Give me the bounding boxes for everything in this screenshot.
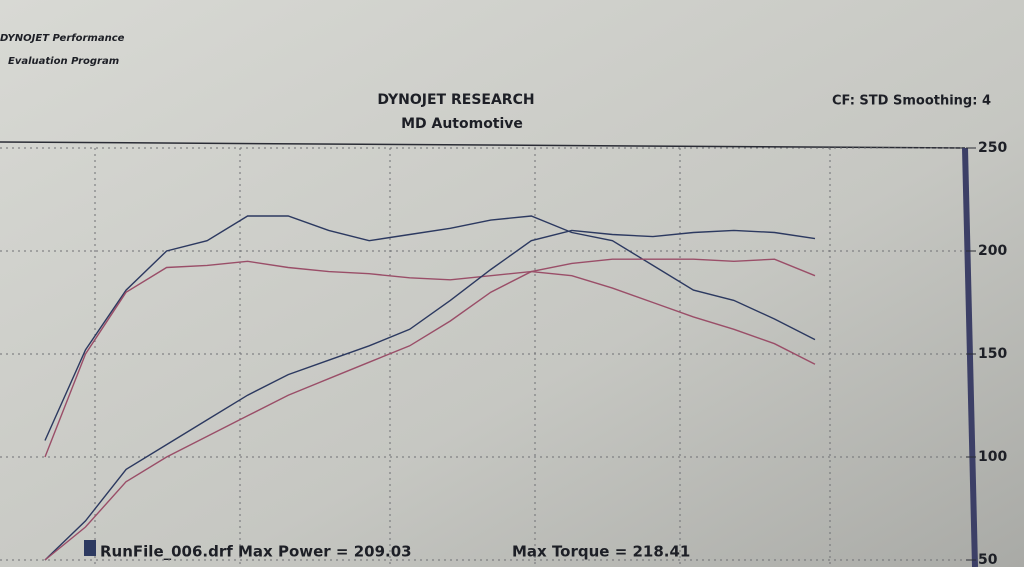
chart-title: DYNOJET RESEARCH xyxy=(377,92,534,108)
chart-subtitle: MD Automotive xyxy=(401,116,523,132)
y-tick-label: 150 xyxy=(978,346,1007,362)
y-tick-label: 50 xyxy=(978,552,998,567)
legend-swatch xyxy=(84,540,96,556)
series-line xyxy=(44,229,816,561)
y-tick-label: 250 xyxy=(978,140,1007,156)
series-line xyxy=(44,260,816,458)
series-line xyxy=(44,215,816,441)
brand: Evaluation Program xyxy=(8,56,119,67)
right-axis xyxy=(962,147,978,567)
series-line xyxy=(44,258,816,561)
y-tick-label: 200 xyxy=(978,243,1007,259)
plot-top-border xyxy=(0,141,966,149)
y-tick-label: 100 xyxy=(978,449,1007,465)
corner-note: CF: STD Smoothing: 4 xyxy=(832,94,991,109)
brand: DYNOJET Performance xyxy=(0,33,125,44)
legend-text: RunFile_006.drf Max Power = 209.03 xyxy=(100,543,412,561)
legend-text: Max Torque = 218.41 xyxy=(512,543,690,561)
vertical-grid xyxy=(94,148,831,567)
